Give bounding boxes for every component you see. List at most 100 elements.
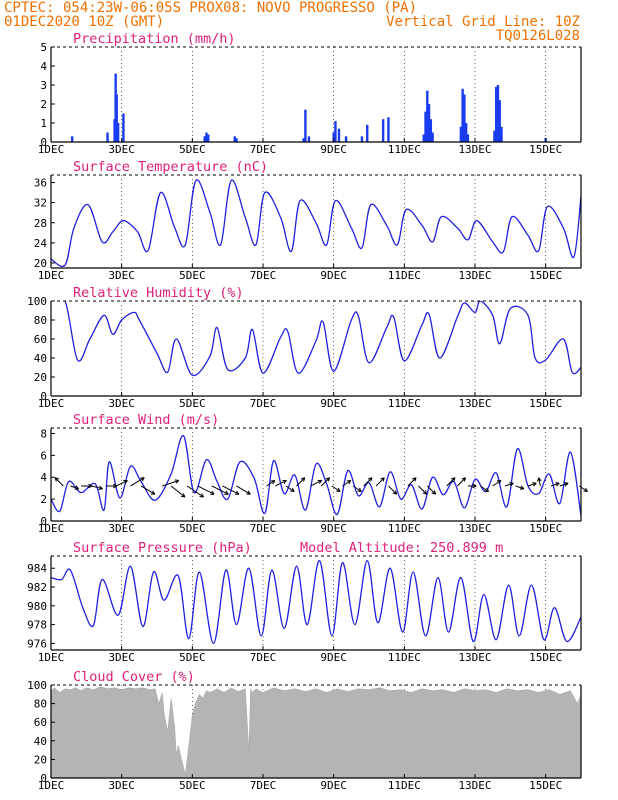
x-tick-label: 3DEC: [108, 397, 135, 410]
x-tick-label: 13DEC: [458, 269, 491, 282]
y-tick-label: 4: [40, 471, 47, 484]
wind-arrowhead: [140, 477, 145, 482]
wind-vector: [197, 485, 215, 495]
wind-arrowhead: [234, 490, 240, 495]
y-tick-label: 36: [34, 177, 47, 190]
wind-arrowhead: [210, 490, 215, 495]
header-model: TQ0126L028: [496, 28, 580, 44]
panel-title: Cloud Cover (%): [73, 669, 195, 685]
wind-vector: [446, 477, 456, 487]
precip-bar: [366, 124, 369, 142]
wind-arrowhead: [461, 477, 467, 482]
precip-bar: [496, 85, 500, 142]
wind-arrowhead: [180, 493, 186, 498]
panel-2: 20 24 28 32 36 1DEC 3DEC 5DEC 7DEC 9DEC 11DEC 13DEC…: [34, 159, 582, 282]
x-tick-label: 5DEC: [179, 779, 206, 792]
precip-bar: [337, 128, 341, 142]
y-tick-label: 0: [40, 390, 47, 403]
x-tick-label: 9DEC: [320, 651, 347, 664]
x-tick-label: 15DEC: [529, 651, 562, 664]
y-tick-label: 2: [40, 98, 47, 111]
precip-bar: [334, 121, 337, 142]
precip-bar: [387, 117, 390, 142]
wind-vector: [538, 477, 541, 487]
panel-title: Surface Temperature (nC): [73, 159, 268, 175]
y-tick-label: 0: [40, 136, 47, 149]
wind-arrowhead: [509, 482, 514, 487]
wind-vector: [418, 485, 428, 495]
y-tick-label: 40: [34, 735, 47, 748]
precip-bar: [459, 126, 463, 142]
wind-arrowhead: [325, 477, 331, 482]
wind-arrowhead: [123, 480, 128, 484]
wind-arrowhead: [88, 483, 93, 489]
y-tick-label: 3: [40, 79, 47, 92]
panel-3: 0 20 40 60 80 100 1DEC 3DEC 5DEC 7DEC 9DEC 11DEC 13D…: [27, 285, 582, 410]
x-tick-label: 13DEC: [458, 651, 491, 664]
precip-bar: [203, 136, 206, 142]
x-tick-label: 11DEC: [388, 143, 421, 156]
x-tick-label: 1DEC: [38, 269, 65, 282]
y-tick-label: 6: [40, 449, 47, 462]
wind-arrowhead: [199, 493, 204, 498]
x-tick-label: 5DEC: [179, 397, 206, 410]
y-tick-label: 2: [40, 493, 47, 506]
panel-title: Relative Humidity (%): [73, 285, 244, 301]
precip-bar: [115, 94, 118, 142]
x-tick-label: 1DEC: [38, 522, 65, 535]
precip-bar: [426, 90, 429, 142]
y-tick-label: 0: [40, 772, 47, 785]
precip-bar: [332, 132, 335, 142]
x-tick-label: 3DEC: [108, 143, 135, 156]
wind-vector: [116, 480, 128, 487]
series-line: [51, 435, 581, 516]
x-tick-label: 13DEC: [458, 779, 491, 792]
precip-bar: [122, 113, 125, 142]
x-tick-label: 7DEC: [250, 779, 277, 792]
y-tick-label: 32: [34, 197, 47, 210]
wind-vector: [388, 485, 398, 495]
wind-arrowhead: [532, 482, 537, 487]
x-tick-label: 1DEC: [38, 779, 65, 792]
y-tick-label: 0: [40, 515, 47, 528]
wind-vector: [550, 482, 560, 487]
header-grid-line: Vertical Grid Line: 10Z: [386, 14, 580, 30]
x-tick-label: 1DEC: [38, 143, 65, 156]
panel-1: 0 1 2 3 4 5 1DEC 3DEC 5DEC 7DEC 9DEC 11DEC 13DEC 15DE…: [38, 31, 582, 156]
y-tick-label: 60: [34, 333, 47, 346]
x-tick-label: 13DEC: [458, 143, 491, 156]
y-tick-label: 20: [34, 753, 47, 766]
x-tick-label: 9DEC: [320, 397, 347, 410]
precip-bar: [71, 136, 74, 142]
y-tick-label: 40: [34, 352, 47, 365]
panel-5: 976 978 980 982 984 1DEC 3DEC 5DEC 7DEC 9DEC 11DEC…: [27, 540, 582, 664]
wind-vector: [342, 480, 352, 487]
y-tick-label: 980: [27, 600, 47, 613]
precip-bar: [500, 126, 503, 142]
panel-title: Surface Pressure (hPa): [73, 540, 252, 556]
precip-bar: [304, 109, 307, 142]
precip-bar: [466, 134, 470, 142]
wind-arrowhead: [290, 487, 295, 492]
x-tick-label: 15DEC: [529, 779, 562, 792]
wind-arrowhead: [357, 487, 362, 492]
precip-bar: [235, 138, 238, 142]
wind-arrowhead: [496, 480, 502, 485]
wind-vector: [186, 485, 204, 498]
wind-vector: [352, 485, 362, 492]
wind-vector: [296, 477, 306, 487]
panels-group: 0 1 2 3 4 5 1DEC 3DEC 5DEC 7DEC 9DEC 11DEC 13DEC 15DE…: [27, 31, 588, 792]
wind-arrowhead: [392, 490, 398, 495]
x-tick-label: 15DEC: [529, 522, 562, 535]
wind-vector: [285, 485, 295, 492]
x-tick-label: 5DEC: [179, 522, 206, 535]
precip-bar: [207, 134, 210, 142]
wind-vector: [480, 485, 489, 492]
y-tick-label: 80: [34, 698, 47, 711]
wind-vector: [527, 482, 537, 487]
wind-vector: [130, 477, 145, 487]
x-tick-label: 5DEC: [179, 143, 206, 156]
wind-vector: [140, 485, 156, 495]
y-tick-label: 100: [27, 679, 47, 692]
x-tick-label: 1DEC: [38, 397, 65, 410]
